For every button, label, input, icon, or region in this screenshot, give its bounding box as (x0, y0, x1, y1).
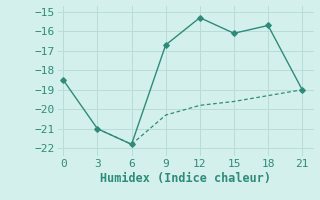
X-axis label: Humidex (Indice chaleur): Humidex (Indice chaleur) (100, 172, 271, 185)
